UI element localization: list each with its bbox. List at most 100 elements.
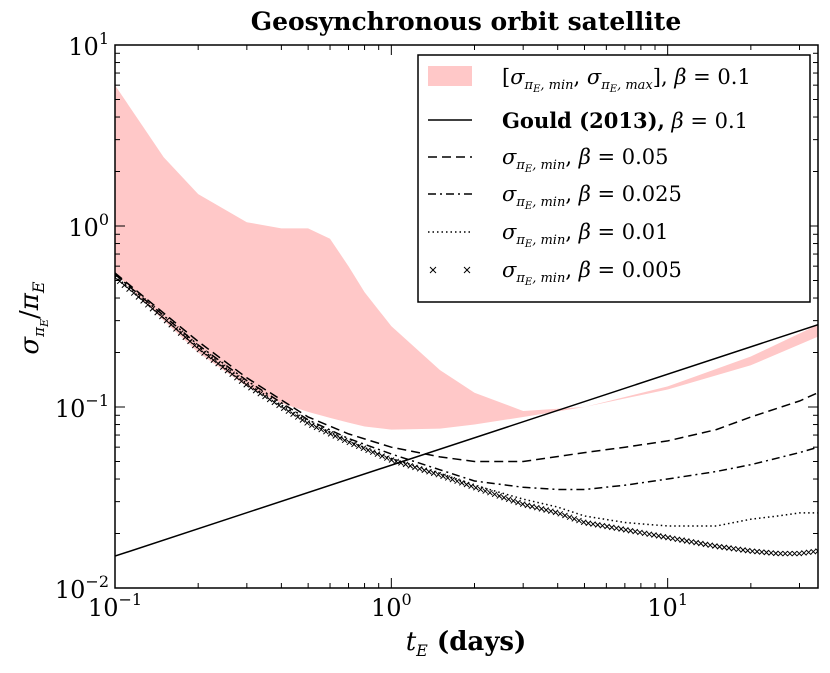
x-marker <box>116 278 123 285</box>
x-marker <box>243 381 250 388</box>
x-marker <box>594 522 601 528</box>
x-marker <box>669 535 676 542</box>
x-marker <box>665 534 671 541</box>
y-tick-label: 10−2 <box>55 572 109 604</box>
x-marker <box>229 371 236 378</box>
x-marker <box>590 521 596 527</box>
x-marker <box>262 393 268 400</box>
x-marker <box>449 476 456 483</box>
x-marker <box>219 364 226 370</box>
x-marker <box>280 405 287 412</box>
x-marker <box>168 321 175 328</box>
legend-label-gould: Gould (2013), β = 0.1 <box>502 108 748 133</box>
x-marker <box>393 458 400 465</box>
x-marker <box>787 550 793 557</box>
plot-frame <box>114 44 819 589</box>
x-marker <box>332 433 339 439</box>
x-marker <box>369 449 376 456</box>
x-marker <box>346 439 353 446</box>
x-marker <box>233 374 240 381</box>
x-marker <box>679 537 685 543</box>
x-marker <box>524 502 531 509</box>
x-marker <box>379 453 385 459</box>
x-marker <box>140 298 146 304</box>
x-marker <box>360 445 367 452</box>
x-marker <box>557 510 564 517</box>
x-marker <box>173 326 179 332</box>
x-marker <box>318 426 325 433</box>
x-marker <box>285 408 292 415</box>
x-marker <box>613 525 620 532</box>
x-marker <box>651 532 657 538</box>
x-marker <box>782 550 789 557</box>
x-marker <box>163 317 170 324</box>
x-marker <box>201 350 207 356</box>
x-marker <box>562 512 568 519</box>
legend-marker-x-1 <box>429 266 437 274</box>
x-marker <box>210 357 217 363</box>
x-marker <box>726 545 732 551</box>
x-marker <box>144 301 151 308</box>
x-marker <box>763 549 770 556</box>
x-marker <box>126 286 132 293</box>
series-gould-line <box>115 323 818 557</box>
x-marker <box>130 290 137 296</box>
x-marker <box>313 424 320 431</box>
x-marker <box>552 509 559 516</box>
x-marker <box>580 519 587 526</box>
x-marker <box>248 384 254 391</box>
x-marker <box>637 529 643 536</box>
x-tick-label: 100 <box>371 590 412 622</box>
y-tick-label: 101 <box>68 29 109 61</box>
x-marker <box>430 470 437 477</box>
x-marker <box>655 533 662 539</box>
x-marker <box>576 517 582 524</box>
x-marker <box>777 550 784 557</box>
x-marker <box>115 274 118 281</box>
x-marker <box>805 549 812 556</box>
x-marker <box>801 550 807 556</box>
x-marker <box>796 550 803 557</box>
x-marker <box>674 536 681 543</box>
x-marker <box>688 538 695 545</box>
band-area <box>115 85 818 430</box>
x-marker <box>548 508 554 515</box>
x-marker <box>308 422 315 429</box>
x-marker <box>501 494 507 501</box>
x-marker <box>402 461 409 468</box>
x-marker <box>238 378 245 385</box>
y-tick-label: 100 <box>68 210 109 242</box>
x-marker <box>276 402 282 409</box>
x-marker <box>398 460 404 466</box>
x-tick-label: 10−1 <box>88 590 142 622</box>
x-marker <box>271 399 278 406</box>
x-marker <box>646 531 653 538</box>
x-marker <box>135 294 142 300</box>
x-marker <box>299 417 306 423</box>
x-marker <box>416 465 423 472</box>
x-marker <box>191 342 198 349</box>
x-marker <box>622 527 629 533</box>
x-marker <box>355 443 362 450</box>
x-marker <box>721 544 728 551</box>
x-marker <box>177 330 184 336</box>
x-marker <box>294 414 301 420</box>
x-marker <box>716 543 723 550</box>
x-marker <box>604 523 610 530</box>
x-marker <box>159 313 165 320</box>
x-marker <box>468 483 475 489</box>
legend-frame <box>417 54 811 303</box>
x-marker <box>791 550 798 557</box>
x-marker <box>482 488 489 494</box>
chart-title: Geosynchronous orbit satellite <box>251 7 682 36</box>
x-marker <box>571 516 578 522</box>
x-marker <box>327 431 334 437</box>
x-marker <box>772 550 779 557</box>
x-marker <box>454 478 460 485</box>
x-marker <box>740 547 746 553</box>
x-marker <box>337 435 343 442</box>
x-marker <box>707 542 714 549</box>
x-marker <box>693 539 700 546</box>
x-marker <box>252 387 259 394</box>
